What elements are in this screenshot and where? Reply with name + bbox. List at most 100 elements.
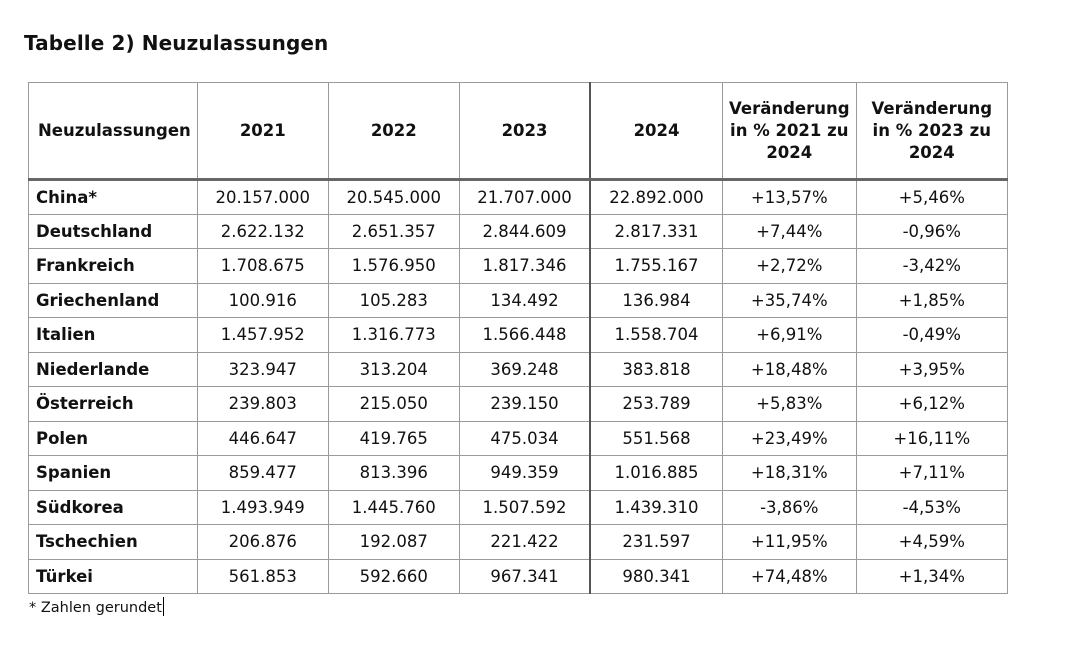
column-header-country: Neuzulassungen: [28, 82, 198, 181]
page-title: Tabelle 2) Neuzulassungen: [24, 31, 329, 55]
cell-2023: 221.422: [458, 524, 591, 560]
cell-2022: 2.651.357: [327, 213, 460, 249]
cell-2021: 1.708.675: [196, 248, 329, 284]
cell-change-2023-2024: -4,53%: [855, 489, 1008, 525]
cell-2022: 105.283: [327, 282, 460, 318]
text-cursor: [162, 597, 164, 616]
cell-change-2021-2024: +13,57%: [721, 179, 857, 215]
cell-2024: 253.789: [589, 386, 723, 422]
cell-change-2023-2024: -0,96%: [855, 213, 1008, 249]
footnote: * Zahlen gerundet: [29, 597, 164, 616]
cell-change-2021-2024: +74,48%: [721, 558, 857, 594]
cell-2022: 1.316.773: [327, 317, 460, 353]
cell-2022: 1.445.760: [327, 489, 460, 525]
cell-2023: 949.359: [458, 455, 591, 491]
cell-change-2021-2024: +35,74%: [721, 282, 857, 318]
cell-2021: 206.876: [196, 524, 329, 560]
cell-change-2023-2024: +5,46%: [855, 179, 1008, 215]
table-row: Niederlande 323.947 313.204 369.248 383.818 +…: [28, 351, 1008, 387]
column-header-2021: 2021: [196, 82, 329, 181]
cell-2021: 561.853: [196, 558, 329, 594]
table-row: Türkei 561.853 592.660 967.341 980.341 +74,48…: [28, 558, 1008, 594]
cell-country: Polen: [28, 420, 198, 456]
cell-country: Griechenland: [28, 282, 198, 318]
cell-country: Spanien: [28, 455, 198, 491]
cell-2024: 980.341: [589, 558, 723, 594]
table-row: China* 20.157.000 20.545.000 21.707.000 22.8…: [28, 179, 1008, 215]
cell-change-2021-2024: +6,91%: [721, 317, 857, 353]
column-header-change-2021-2024: Veränderung in % 2021 zu 2024: [721, 82, 857, 181]
cell-2024: 1.558.704: [589, 317, 723, 353]
table-row: Frankreich 1.708.675 1.576.950 1.817.346 1.7…: [28, 248, 1008, 284]
cell-change-2023-2024: +7,11%: [855, 455, 1008, 491]
cell-2024: 383.818: [589, 351, 723, 387]
table-row: Polen 446.647 419.765 475.034 551.568 +23,49%…: [28, 420, 1008, 456]
cell-2021: 20.157.000: [196, 179, 329, 215]
cell-2021: 1.457.952: [196, 317, 329, 353]
table-row: Tschechien 206.876 192.087 221.422 231.597 +1…: [28, 524, 1008, 560]
cell-2023: 21.707.000: [458, 179, 591, 215]
cell-2024: 1.755.167: [589, 248, 723, 284]
cell-change-2023-2024: +16,11%: [855, 420, 1008, 456]
cell-2024: 2.817.331: [589, 213, 723, 249]
cell-country: Deutschland: [28, 213, 198, 249]
table-row: Spanien 859.477 813.396 949.359 1.016.885 +18…: [28, 455, 1008, 491]
cell-2021: 100.916: [196, 282, 329, 318]
cell-2022: 20.545.000: [327, 179, 460, 215]
cell-2023: 134.492: [458, 282, 591, 318]
cell-2022: 419.765: [327, 420, 460, 456]
cell-2021: 323.947: [196, 351, 329, 387]
column-header-2022: 2022: [327, 82, 460, 181]
column-header-2024: 2024: [589, 82, 723, 181]
column-header-change-2023-2024: Veränderung in % 2023 zu 2024: [855, 82, 1008, 181]
cell-country: Frankreich: [28, 248, 198, 284]
cell-2023: 1.817.346: [458, 248, 591, 284]
cell-2022: 592.660: [327, 558, 460, 594]
cell-change-2021-2024: +2,72%: [721, 248, 857, 284]
cell-change-2023-2024: +4,59%: [855, 524, 1008, 560]
cell-change-2021-2024: +5,83%: [721, 386, 857, 422]
cell-country: Italien: [28, 317, 198, 353]
cell-2023: 369.248: [458, 351, 591, 387]
cell-change-2021-2024: +18,31%: [721, 455, 857, 491]
table-row: Griechenland 100.916 105.283 134.492 136.984…: [28, 282, 1008, 318]
table-row: Deutschland 2.622.132 2.651.357 2.844.609 2.…: [28, 213, 1008, 249]
cell-2021: 446.647: [196, 420, 329, 456]
cell-change-2021-2024: +11,95%: [721, 524, 857, 560]
cell-change-2023-2024: +1,85%: [855, 282, 1008, 318]
cell-country: Südkorea: [28, 489, 198, 525]
table-row: Südkorea 1.493.949 1.445.760 1.507.592 1.439…: [28, 489, 1008, 525]
cell-2024: 22.892.000: [589, 179, 723, 215]
cell-2023: 1.507.592: [458, 489, 591, 525]
column-header-2023: 2023: [458, 82, 591, 181]
table-body: China* 20.157.000 20.545.000 21.707.000 22.8…: [28, 179, 1008, 594]
cell-country: Niederlande: [28, 351, 198, 387]
cell-change-2021-2024: +7,44%: [721, 213, 857, 249]
cell-change-2023-2024: -0,49%: [855, 317, 1008, 353]
cell-country: Tschechien: [28, 524, 198, 560]
cell-2021: 2.622.132: [196, 213, 329, 249]
footnote-text: * Zahlen gerundet: [29, 600, 162, 616]
cell-country: Türkei: [28, 558, 198, 594]
cell-change-2021-2024: +23,49%: [721, 420, 857, 456]
cell-country: Österreich: [28, 386, 198, 422]
cell-2021: 239.803: [196, 386, 329, 422]
cell-2022: 813.396: [327, 455, 460, 491]
cell-change-2021-2024: -3,86%: [721, 489, 857, 525]
cell-2022: 192.087: [327, 524, 460, 560]
cell-country: China*: [28, 179, 198, 215]
cell-change-2023-2024: +1,34%: [855, 558, 1008, 594]
cell-change-2023-2024: +3,95%: [855, 351, 1008, 387]
cell-2021: 1.493.949: [196, 489, 329, 525]
cell-change-2023-2024: +6,12%: [855, 386, 1008, 422]
cell-2024: 1.016.885: [589, 455, 723, 491]
table-header-row: Neuzulassungen 2021 2022 2023 2024 Verän…: [28, 82, 1008, 181]
cell-2022: 1.576.950: [327, 248, 460, 284]
cell-2023: 475.034: [458, 420, 591, 456]
cell-2023: 1.566.448: [458, 317, 591, 353]
registrations-table: Neuzulassungen 2021 2022 2023 2024 Verän…: [28, 82, 1008, 594]
table-row: Italien 1.457.952 1.316.773 1.566.448 1.558.…: [28, 317, 1008, 353]
cell-change-2023-2024: -3,42%: [855, 248, 1008, 284]
cell-2024: 1.439.310: [589, 489, 723, 525]
cell-2024: 231.597: [589, 524, 723, 560]
